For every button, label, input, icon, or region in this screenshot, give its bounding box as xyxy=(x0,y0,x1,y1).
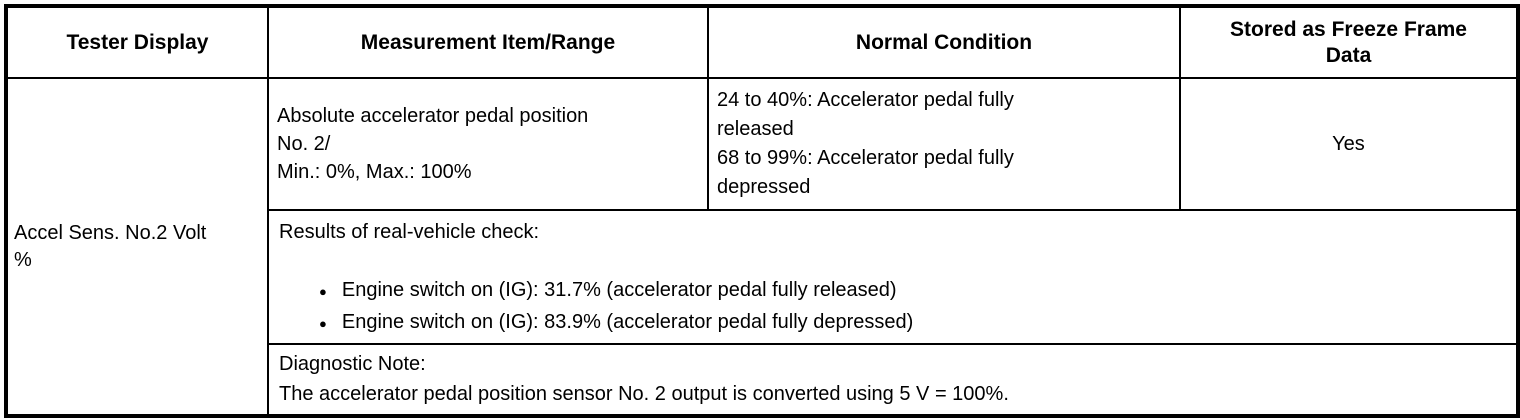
diagnostic-note-label: Diagnostic Note: xyxy=(279,353,426,375)
col-header-measurement-item-range: Measurement Item/Range xyxy=(267,5,709,79)
data-list-spec-table: Tester Display Measurement Item/Range No… xyxy=(4,4,1520,418)
table-row-main: Accel Sens. No.2 Volt % Absolute acceler… xyxy=(5,77,1519,417)
header-label: Tester Display xyxy=(66,30,209,54)
col-header-stored-as-freeze-frame-data: Stored as Freeze Frame Data xyxy=(1179,5,1519,79)
real-vehicle-check-label: Results of real-vehicle check: xyxy=(279,221,540,243)
diagnostic-note-text: The accelerator pedal position sensor No… xyxy=(279,383,1009,405)
bullet-icon: ● xyxy=(319,284,327,299)
table-row-diagnostic-note: Diagnostic Note: The accelerator pedal p… xyxy=(6,343,1519,417)
col-header-normal-condition: Normal Condition xyxy=(707,5,1181,79)
bullet-icon: ● xyxy=(319,316,327,331)
cell-measurement-item-range: Absolute accelerator pedal position No. … xyxy=(267,77,709,211)
col-header-tester-display: Tester Display xyxy=(5,5,269,79)
real-vehicle-check-list: ● Engine switch on (IG): 31.7% (accelera… xyxy=(279,275,1506,339)
header-row: Tester Display Measurement Item/Range No… xyxy=(5,5,1519,79)
real-vehicle-check-bullet-text: Engine switch on (IG): 31.7% (accelerato… xyxy=(341,279,897,301)
cell-real-vehicle-check: Results of real-vehicle check: ● Engine … xyxy=(267,209,1519,345)
table-row-real-vehicle-check: Results of real-vehicle check: ● Engine … xyxy=(6,209,1519,345)
cell-freeze-frame-value: Yes xyxy=(1179,77,1519,211)
tester-display-value: Accel Sens. No.2 Volt % xyxy=(14,221,207,271)
cell-diagnostic-note: Diagnostic Note: The accelerator pedal p… xyxy=(267,343,1519,417)
cell-normal-condition: 24 to 40%: Accelerator pedal fully relea… xyxy=(707,77,1181,211)
header-label: Normal Condition xyxy=(855,30,1033,54)
header-label: Measurement Item/Range xyxy=(360,30,616,54)
freeze-frame-value: Yes xyxy=(1332,133,1365,155)
list-item: ● Engine switch on (IG): 83.9% (accelera… xyxy=(279,307,1506,339)
cell-tester-display: Accel Sens. No.2 Volt % xyxy=(5,77,269,417)
normal-condition-line: 24 to 40%: Accelerator pedal fully relea… xyxy=(717,89,1014,140)
real-vehicle-check-bullet-text: Engine switch on (IG): 83.9% (accelerato… xyxy=(341,311,914,333)
header-label: Stored as Freeze Frame Data xyxy=(1230,17,1467,67)
normal-condition-line: 68 to 99%: Accelerator pedal fully depre… xyxy=(717,147,1014,198)
list-item: ● Engine switch on (IG): 31.7% (accelera… xyxy=(279,275,1506,307)
measurement-line: Min.: 0%, Max.: 100% xyxy=(277,161,472,183)
measurement-line: Absolute accelerator pedal position No. … xyxy=(277,105,589,155)
